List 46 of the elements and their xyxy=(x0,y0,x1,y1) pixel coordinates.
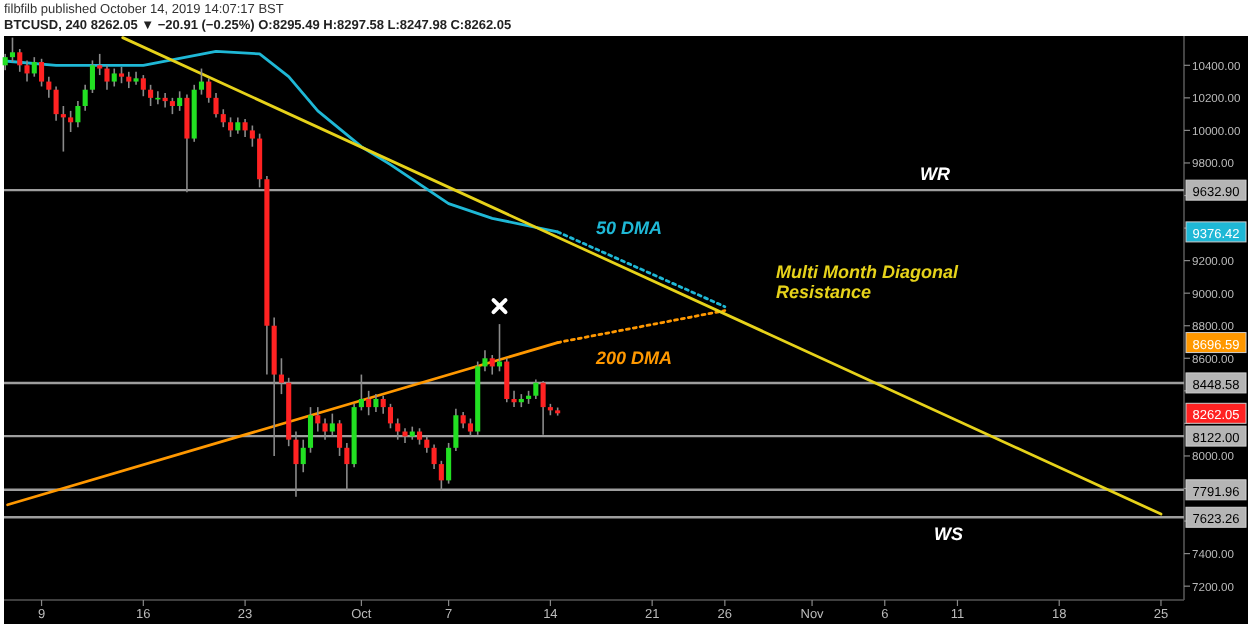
candlestick xyxy=(307,406,314,454)
candlestick xyxy=(540,380,546,436)
candlestick xyxy=(177,90,183,112)
candlestick xyxy=(82,84,88,112)
candlestick xyxy=(97,53,103,76)
candlestick xyxy=(300,438,306,474)
candlestick xyxy=(453,407,459,452)
candlestick xyxy=(140,74,146,98)
candlestick xyxy=(184,93,190,194)
candlestick xyxy=(9,36,16,63)
candlestick xyxy=(366,390,372,417)
candlestick xyxy=(344,442,350,491)
candlestick xyxy=(337,419,343,457)
candlestick xyxy=(482,349,488,373)
candlestick xyxy=(387,403,394,430)
candlestick xyxy=(68,110,74,133)
candlestick xyxy=(533,378,539,400)
candlestick xyxy=(148,84,154,107)
annotation: WS xyxy=(934,524,963,545)
candlestick xyxy=(489,354,495,376)
candlestick xyxy=(431,443,437,470)
candlestick xyxy=(446,442,452,485)
candlestick xyxy=(46,75,52,99)
candlestick xyxy=(89,59,95,94)
candlestick xyxy=(53,85,59,122)
candlestick xyxy=(249,124,255,148)
candlestick xyxy=(504,357,510,404)
candlestick xyxy=(17,48,23,73)
annotation: 50 DMA xyxy=(596,218,663,239)
candlestick xyxy=(278,357,284,395)
candlestick xyxy=(402,427,408,444)
candlestick xyxy=(75,100,81,128)
candlestick xyxy=(395,417,401,441)
candlestick xyxy=(39,57,45,88)
candlestick xyxy=(358,373,364,412)
candlestick xyxy=(31,56,37,78)
candlestick xyxy=(257,132,263,189)
candlestick xyxy=(438,460,444,491)
candlestick xyxy=(329,412,335,438)
candlestick xyxy=(198,67,205,96)
candlestick xyxy=(315,406,321,433)
annotation: WR xyxy=(920,164,951,185)
annotation: Multi Month Diagonal Resistance xyxy=(776,262,959,303)
candlestick xyxy=(228,116,234,138)
annotation: 200 DMA xyxy=(594,348,673,369)
candlestick xyxy=(322,417,328,441)
